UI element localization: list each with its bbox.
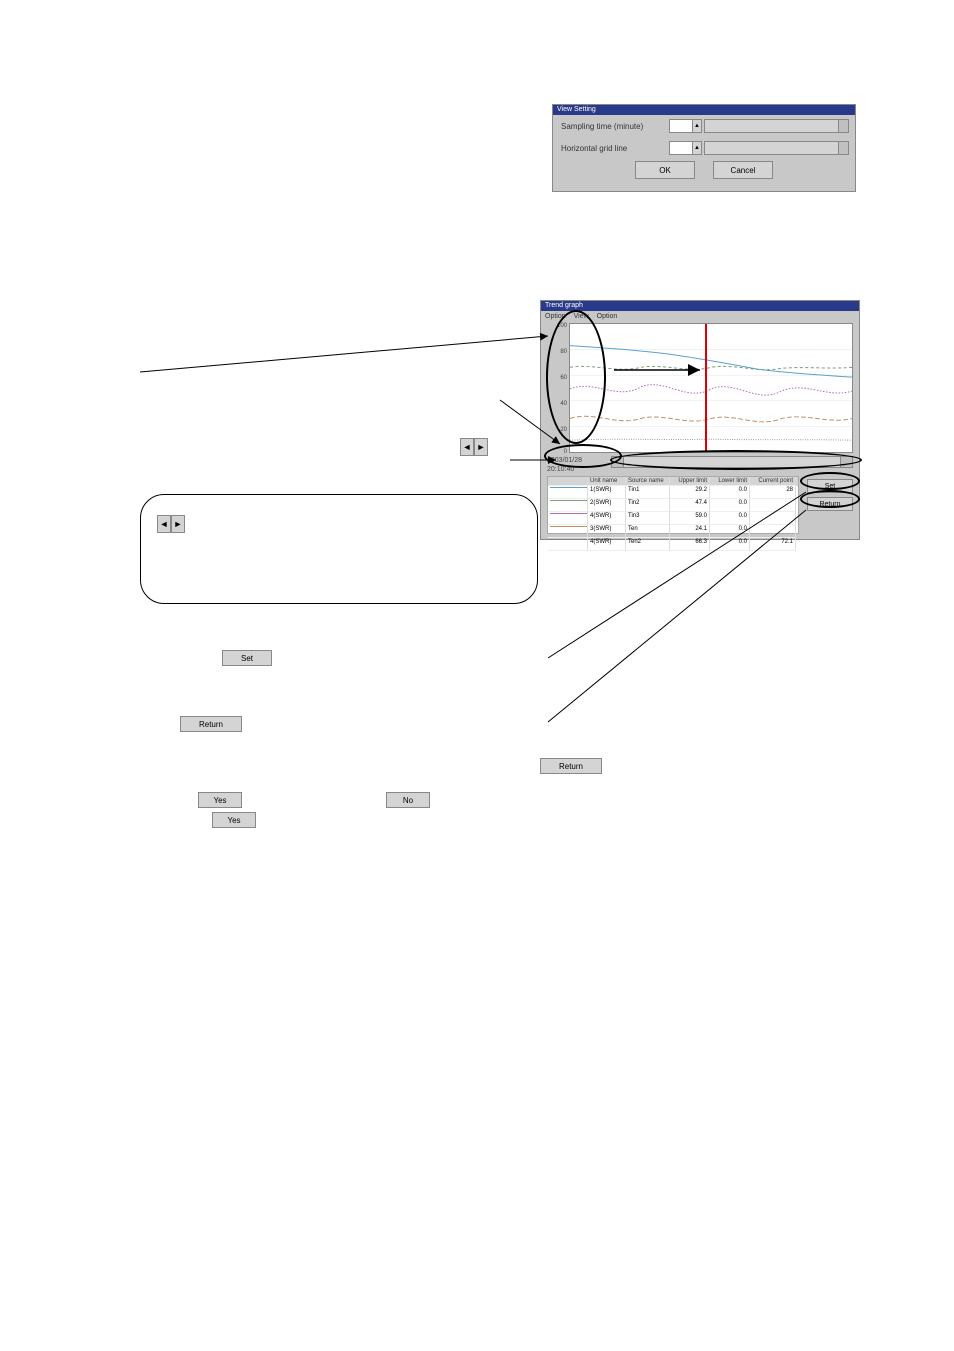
sampling-time-spinner[interactable]: ▲ [692,119,702,133]
no-button[interactable]: No [386,792,430,808]
y-tick: 40 [545,401,567,407]
slider-thumb-icon[interactable] [838,142,848,154]
menu-item[interactable]: Option [545,313,566,320]
hgrid-input[interactable] [669,141,693,155]
sampling-time-slider[interactable] [704,119,849,133]
chart-timestamp: 2003/01/28 20:10:40 [547,456,607,474]
table-row: 4(SWR)Ten266.30.072.1 [548,538,798,551]
chart-time: 20:10:40 [547,465,607,474]
nav-arrow-pair: ◄ ► [460,438,488,456]
spin-up-icon[interactable]: ▲ [692,119,702,133]
nav-left-icon[interactable]: ◄ [460,438,474,456]
chart-plot-area [569,323,853,453]
info-rounded-box: ◄ ► [140,494,538,604]
menu-item[interactable]: Option [597,313,618,320]
chart-set-button[interactable]: Set [807,479,853,493]
chart-y-axis: 100 80 60 40 20 0 [545,323,567,453]
table-header: Lower limit [710,477,750,486]
ok-button[interactable]: OK [635,161,695,179]
table-header: Unit name [588,477,626,486]
y-tick: 0 [545,449,567,455]
hgrid-row: Horizontal grid line ▲ [553,137,855,159]
spin-up-icon[interactable]: ▲ [692,141,702,155]
scroll-right-icon[interactable] [840,457,852,467]
trend-graph-window: Trend graph Option View Option 100 80 60 40… [540,300,860,540]
table-header [548,477,588,486]
scroll-left-icon[interactable] [612,457,624,467]
yes-button[interactable]: Yes [212,812,256,828]
table-header: Current point [750,477,796,486]
chart-menubar: Option View Option [541,311,859,321]
table-row: 1(SWR)Tin129.20.028 [548,486,798,499]
chart-scrollbar[interactable] [611,456,853,468]
nav-right-icon[interactable]: ► [474,438,488,456]
sampling-time-row: Sampling time (minute) ▲ [553,115,855,137]
annotation-leader-lines [0,0,954,1351]
dialog-title: View Setting [553,105,855,115]
sampling-time-input[interactable] [669,119,693,133]
table-row: 4(SWR)Tin359.00.0 [548,512,798,525]
return-button[interactable]: Return [540,758,602,774]
nav-right-icon[interactable]: ► [171,515,185,533]
y-tick: 100 [545,323,567,329]
nav-left-icon[interactable]: ◄ [157,515,171,533]
menu-item[interactable]: View [574,313,589,320]
sampling-time-label: Sampling time (minute) [561,122,669,131]
chart-date: 2003/01/28 [547,456,607,465]
chart-cursor-line[interactable] [705,324,707,452]
chart-title: Trend graph [541,301,859,311]
slider-thumb-icon[interactable] [838,120,848,132]
hgrid-spinner[interactable]: ▲ [692,141,702,155]
y-tick: 60 [545,375,567,381]
yes-button[interactable]: Yes [198,792,242,808]
table-header: Source name [626,477,670,486]
set-button[interactable]: Set [222,650,272,666]
chart-return-button[interactable]: Return [807,497,853,511]
hgrid-label: Horizontal grid line [561,144,669,153]
table-row: 2(SWR)Tin247.40.0 [548,499,798,512]
nav-arrow-pair-inline: ◄ ► [157,515,185,533]
view-setting-dialog: View Setting Sampling time (minute) ▲ Ho… [552,104,856,192]
chart-svg [570,324,852,452]
cancel-button[interactable]: Cancel [713,161,773,179]
y-tick: 80 [545,349,567,355]
table-header: Upper limit [670,477,710,486]
table-row: 3(SWR)Ten24.10.0 [548,525,798,538]
hgrid-slider[interactable] [704,141,849,155]
chart-legend-table: Unit nameSource nameUpper limitLower lim… [547,476,799,534]
return-button[interactable]: Return [180,716,242,732]
y-tick: 20 [545,427,567,433]
